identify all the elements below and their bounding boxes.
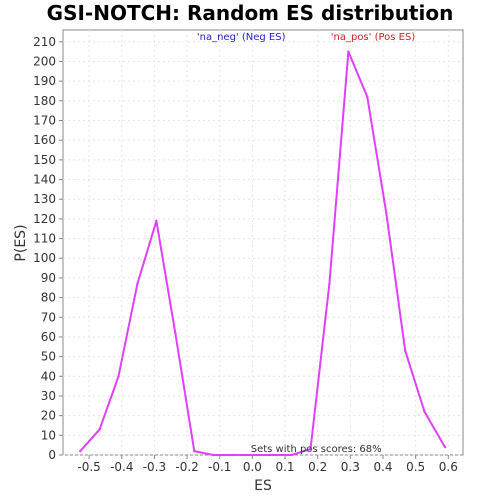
y-tick-label: 150 xyxy=(33,153,56,167)
x-tick-label: -0.1 xyxy=(208,460,231,474)
y-tick-label: 120 xyxy=(33,212,56,226)
data-point xyxy=(212,453,215,457)
y-tick-label: 160 xyxy=(33,133,56,147)
data-point xyxy=(290,453,293,457)
y-tick-label: 110 xyxy=(33,232,56,246)
x-tick-label: 0.3 xyxy=(341,460,360,474)
x-tick-label: -0.3 xyxy=(143,460,166,474)
y-tick-label: 170 xyxy=(33,114,56,128)
y-tick-label: 50 xyxy=(41,350,56,364)
x-tick-label: 0.2 xyxy=(308,460,327,474)
data-point xyxy=(443,445,447,449)
series-layer xyxy=(79,50,447,457)
y-axis-title: P(ES) xyxy=(13,224,29,261)
data-point xyxy=(309,447,312,451)
annotation-label: 'na_neg' (Neg ES) xyxy=(197,32,286,43)
data-point xyxy=(347,50,350,53)
data-point xyxy=(193,449,196,453)
y-tick-label: 80 xyxy=(41,291,56,305)
annotations: 'na_neg' (Neg ES) 'na_pos' (Pos ES) Sets w… xyxy=(197,32,415,455)
data-point xyxy=(385,211,388,215)
x-tick-label: -0.4 xyxy=(110,460,133,474)
y-tick-label: 30 xyxy=(41,389,56,403)
x-tick-label: -0.5 xyxy=(77,460,100,474)
y-tick-label: 200 xyxy=(33,54,56,68)
series-line xyxy=(79,50,446,456)
annotation-label: 'na_pos' (Pos ES) xyxy=(331,32,416,43)
y-tick-label: 180 xyxy=(33,94,56,108)
data-point xyxy=(328,282,331,286)
data-point xyxy=(98,428,101,431)
data-point xyxy=(79,449,82,453)
data-point xyxy=(230,453,234,457)
plot-area xyxy=(62,29,464,456)
y-tick-label: 100 xyxy=(33,251,56,265)
data-point xyxy=(404,349,407,352)
data-point xyxy=(251,453,254,457)
y-tick-label: 40 xyxy=(41,369,56,383)
chart-title: GSI-NOTCH: Random ES distribution xyxy=(47,1,454,25)
y-tick-label: 0 xyxy=(48,448,56,462)
data-point xyxy=(136,282,139,286)
y-tick-label: 90 xyxy=(41,271,56,285)
y-tick-label: 140 xyxy=(33,173,56,187)
data-point xyxy=(117,375,120,378)
y-tick-label: 130 xyxy=(33,192,56,206)
data-point xyxy=(155,219,158,223)
annotation-label: Sets with pos scores: 68% xyxy=(251,444,382,455)
x-tick-label: 0.1 xyxy=(275,460,294,474)
y-tick-label: 20 xyxy=(41,409,56,423)
x-tick-label: 0.5 xyxy=(406,460,425,474)
x-tick-label: 0.4 xyxy=(373,460,392,474)
y-tick-label: 10 xyxy=(41,428,56,442)
y-tick-label: 210 xyxy=(33,35,56,49)
x-axis-title: ES xyxy=(254,478,272,494)
data-point xyxy=(366,95,369,99)
data-point xyxy=(174,331,177,335)
data-point xyxy=(423,410,426,413)
x-tick-label: 0.6 xyxy=(439,460,458,474)
x-tick-label: -0.2 xyxy=(175,460,198,474)
data-point xyxy=(271,453,274,457)
axes: 0 10 20 30 40 50 60 70 80 90 100 110 120 130 140 150 160… xyxy=(33,35,458,474)
y-tick-label: 70 xyxy=(41,310,56,324)
y-tick-label: 190 xyxy=(33,74,56,88)
x-tick-label: 0.0 xyxy=(243,460,262,474)
y-tick-label: 60 xyxy=(41,330,56,344)
grid xyxy=(63,30,463,456)
